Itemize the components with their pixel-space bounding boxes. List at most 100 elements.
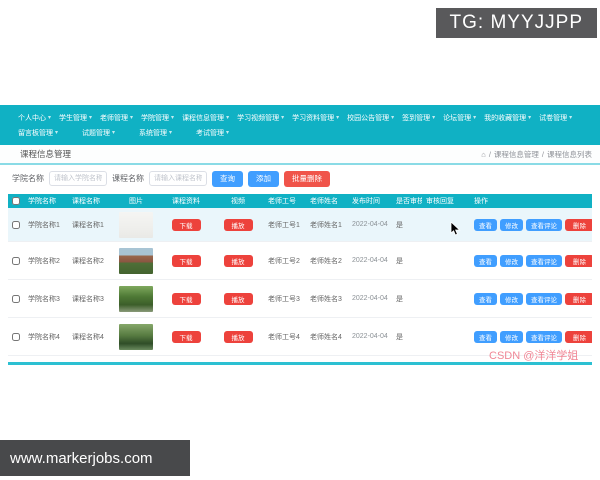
chevron-down-icon: ▾ xyxy=(169,130,173,136)
table-row[interactable]: 学院名称5 课程名称5 下载 播放 老师工号5 老师姓名5 2022-04-04… xyxy=(8,356,592,362)
play-button[interactable]: 播放 xyxy=(223,254,253,267)
mouse-cursor-icon xyxy=(450,222,461,236)
approved-cell: 是 xyxy=(396,257,403,265)
col-header-publish-date: 发布时间 xyxy=(352,198,380,205)
nav-item-campus-notice-mgmt[interactable]: 校园公告管理 ▾ xyxy=(347,114,395,122)
course-image xyxy=(119,285,153,312)
home-icon[interactable]: ⌂ xyxy=(481,149,486,159)
navbar-row-2: 留言板管理 ▾ 试题管理 ▾ 系统管理 ▾ 考试管理 ▾ xyxy=(18,125,600,140)
table-bottom-border xyxy=(8,362,592,365)
delete-button[interactable]: 删除 xyxy=(565,254,592,267)
chevron-down-icon: ▾ xyxy=(528,115,532,121)
nav-item-study-material-mgmt[interactable]: 学习资料管理 ▾ xyxy=(292,114,340,122)
view-comments-button[interactable]: 查看评论 xyxy=(526,292,562,305)
play-button[interactable]: 播放 xyxy=(223,292,253,305)
col-header-video: 视频 xyxy=(231,198,245,205)
table-row[interactable]: 学院名称4 课程名称4 下载 播放 老师工号4 老师姓名4 2022-04-04… xyxy=(8,318,592,356)
nav-item-question-mgmt[interactable]: 试题管理 ▾ xyxy=(82,129,116,137)
table-row[interactable]: 学院名称3 课程名称3 下载 播放 老师工号3 老师姓名3 2022-04-04… xyxy=(8,280,592,318)
download-button[interactable]: 下载 xyxy=(171,218,201,231)
download-button[interactable]: 下载 xyxy=(171,330,201,343)
query-button[interactable]: 查询 xyxy=(212,170,243,187)
course-cell: 课程名称3 xyxy=(72,295,104,303)
edit-button[interactable]: 修改 xyxy=(500,254,523,267)
nav-item-study-video-mgmt[interactable]: 学习视频管理 ▾ xyxy=(237,114,285,122)
publish-date-cell: 2022-04-04 xyxy=(352,295,388,302)
course-image xyxy=(119,211,153,238)
chevron-down-icon: ▾ xyxy=(226,130,230,136)
delete-button[interactable]: 删除 xyxy=(565,218,592,231)
nav-item-signin-mgmt[interactable]: 签到管理 ▾ xyxy=(402,114,436,122)
publish-date-cell: 2022-04-04 xyxy=(352,257,388,264)
view-comments-button[interactable]: 查看评论 xyxy=(526,218,562,231)
chevron-down-icon: ▾ xyxy=(112,130,116,136)
view-button[interactable]: 查看 xyxy=(474,292,497,305)
page-title: 课程信息管理 xyxy=(20,149,72,159)
breadcrumb-item[interactable]: 课程信息管理 xyxy=(493,149,539,159)
chevron-down-icon: ▾ xyxy=(432,115,436,121)
chevron-down-icon: ▾ xyxy=(89,115,93,121)
nav-item-forum-mgmt[interactable]: 论坛管理 ▾ xyxy=(443,114,477,122)
chevron-down-icon: ▾ xyxy=(130,115,134,121)
view-comments-button[interactable]: 查看评论 xyxy=(526,330,562,343)
nav-item-teacher-mgmt[interactable]: 老师管理 ▾ xyxy=(100,114,134,122)
nav-item-system-mgmt[interactable]: 系统管理 ▾ xyxy=(139,129,173,137)
row-checkbox[interactable] xyxy=(12,220,20,229)
filter-toolbar: 学院名称 课程名称 查询 添加 批量删除 xyxy=(0,165,600,192)
row-checkbox[interactable] xyxy=(12,256,20,265)
col-header-teacher-id: 老师工号 xyxy=(268,198,296,205)
row-checkbox[interactable] xyxy=(12,294,20,303)
college-cell: 学院名称1 xyxy=(28,221,60,229)
nav-item-college-mgmt[interactable]: 学院管理 ▾ xyxy=(141,114,175,122)
site-watermark-badge: www.markerjobs.com xyxy=(0,440,190,476)
nav-item-message-board-mgmt[interactable]: 留言板管理 ▾ xyxy=(18,129,59,137)
teacher-name-cell: 老师姓名4 xyxy=(310,333,342,341)
delete-button[interactable]: 删除 xyxy=(565,330,592,343)
nav-item-personal-center[interactable]: 个人中心 ▾ xyxy=(18,114,52,122)
table-row[interactable]: 学院名称2 课程名称2 下载 播放 老师工号2 老师姓名2 2022-04-04… xyxy=(8,242,592,280)
view-button[interactable]: 查看 xyxy=(474,218,497,231)
teacher-name-cell: 老师姓名3 xyxy=(310,295,342,303)
edit-button[interactable]: 修改 xyxy=(500,330,523,343)
teacher-id-cell: 老师工号1 xyxy=(268,221,300,229)
download-button[interactable]: 下载 xyxy=(171,254,201,267)
chevron-down-icon: ▾ xyxy=(55,130,59,136)
college-cell: 学院名称2 xyxy=(28,257,60,265)
nav-item-exam-paper-mgmt[interactable]: 试卷管理 ▾ xyxy=(539,114,573,122)
nav-item-exam-mgmt[interactable]: 考试管理 ▾ xyxy=(196,129,230,137)
add-button[interactable]: 添加 xyxy=(248,170,279,187)
col-header-college: 学院名称 xyxy=(28,198,56,205)
breadcrumb-bar: 课程信息管理 ⌂ / 课程信息管理 / 课程信息列表 xyxy=(0,145,600,165)
teacher-name-cell: 老师姓名1 xyxy=(310,221,342,229)
col-header-approved: 是否审核 xyxy=(396,198,422,205)
row-checkbox[interactable] xyxy=(12,332,20,341)
chevron-down-icon: ▾ xyxy=(473,115,477,121)
edit-button[interactable]: 修改 xyxy=(500,218,523,231)
breadcrumb-item[interactable]: 课程信息列表 xyxy=(547,149,592,159)
breadcrumb-separator: / xyxy=(488,149,491,159)
delete-button[interactable]: 删除 xyxy=(565,292,592,305)
nav-item-favorites-mgmt[interactable]: 我的收藏管理 ▾ xyxy=(484,114,532,122)
play-button[interactable]: 播放 xyxy=(223,218,253,231)
college-name-input[interactable] xyxy=(49,171,107,186)
view-button[interactable]: 查看 xyxy=(474,254,497,267)
view-comments-button[interactable]: 查看评论 xyxy=(526,254,562,267)
nav-item-student-mgmt[interactable]: 学生管理 ▾ xyxy=(59,114,93,122)
nav-item-course-info-mgmt[interactable]: 课程信息管理 ▾ xyxy=(182,114,230,122)
edit-button[interactable]: 修改 xyxy=(500,292,523,305)
breadcrumb-separator: / xyxy=(541,149,544,159)
college-name-label: 学院名称 xyxy=(12,174,44,183)
view-button[interactable]: 查看 xyxy=(474,330,497,343)
course-cell: 课程名称2 xyxy=(72,257,104,265)
play-button[interactable]: 播放 xyxy=(223,330,253,343)
col-header-material: 课程资料 xyxy=(172,198,200,205)
batch-delete-button[interactable]: 批量删除 xyxy=(284,170,330,187)
course-image xyxy=(119,323,153,350)
course-name-input[interactable] xyxy=(149,171,207,186)
chevron-down-icon: ▾ xyxy=(336,115,340,121)
table-row[interactable]: 学院名称1 课程名称1 下载 播放 老师工号1 老师姓名1 2022-04-04… xyxy=(8,208,592,242)
download-button[interactable]: 下载 xyxy=(171,292,201,305)
course-name-label: 课程名称 xyxy=(112,174,144,183)
select-all-checkbox[interactable] xyxy=(12,197,20,205)
table-scroll-area: 学院名称 课程名称 图片 课程资料 视频 老师工号 老师姓名 发布时间 是否审核… xyxy=(8,194,592,362)
